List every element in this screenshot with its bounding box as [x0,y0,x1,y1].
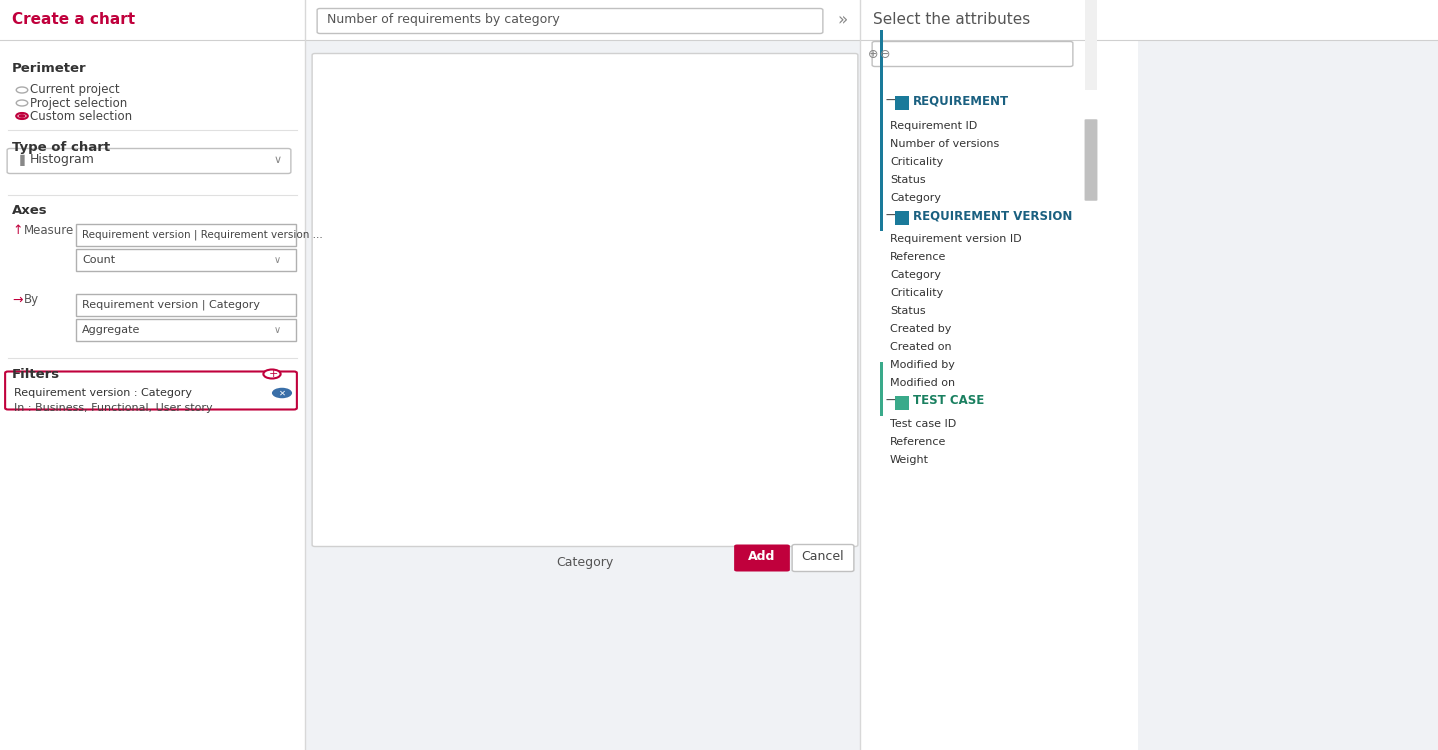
Text: Created by: Created by [890,324,952,334]
Text: By: By [24,293,39,307]
Text: Requirement version ID: Requirement version ID [890,234,1021,244]
Text: Created on: Created on [890,342,952,352]
Text: Weight: Weight [890,455,929,465]
Text: Number of requirements by category: Number of requirements by category [326,13,559,26]
Text: Axes: Axes [12,203,47,217]
Text: Custom selection: Custom selection [30,110,132,122]
Text: Histogram: Histogram [30,154,95,166]
Text: »: » [837,11,847,29]
Text: Requirement version | Category: Requirement version | Category [82,300,260,310]
Text: ✕: ✕ [279,388,286,398]
Text: ↑: ↑ [12,224,23,236]
Text: Criticality: Criticality [890,288,943,298]
Text: ∨: ∨ [275,325,280,335]
Text: −: − [884,93,897,107]
Text: −: − [884,393,897,407]
Text: Status: Status [890,306,926,316]
Text: REQUIREMENT VERSION: REQUIREMENT VERSION [913,209,1073,223]
Text: ⊕: ⊕ [869,49,879,62]
Text: Requirement version : Category: Requirement version : Category [14,388,193,398]
Text: Add: Add [748,550,775,563]
Text: Criticality: Criticality [890,157,943,167]
Text: −: − [884,208,897,222]
Text: ∨: ∨ [275,255,280,265]
Bar [375,412,453,530]
Text: Category: Category [890,193,940,203]
Text: Status: Status [890,175,926,185]
Text: Perimeter: Perimeter [12,62,86,74]
Y-axis label: Requirement version ID: Requirement version ID [321,261,334,409]
Text: 2: 2 [410,422,418,436]
Title: Number of requirements by category: Number of requirements by category [426,111,745,126]
Text: Current project: Current project [30,83,119,97]
Text: Type of chart: Type of chart [12,142,111,154]
Text: Count: Count [82,255,115,265]
Text: ⊖: ⊖ [880,49,890,62]
Text: Modified by: Modified by [890,360,955,370]
Text: Measure: Measure [24,224,75,236]
Text: REQUIREMENT: REQUIREMENT [913,94,1009,107]
Bar [718,412,794,530]
Text: Category: Category [890,270,940,280]
Text: Reference: Reference [890,437,946,447]
Text: →: → [12,293,23,307]
Text: Number of versions: Number of versions [890,139,999,149]
Text: ∨: ∨ [275,155,282,165]
Text: Create a chart: Create a chart [12,13,135,28]
X-axis label: Category: Category [557,556,614,569]
Text: Select the attributes: Select the attributes [873,13,1030,28]
Text: Requirement version | Requirement version ...: Requirement version | Requirement versio… [82,230,322,240]
Text: Cancel: Cancel [802,550,844,563]
Text: 2: 2 [752,422,759,436]
Text: Reference: Reference [890,252,946,262]
Text: Test case ID: Test case ID [890,419,956,429]
Text: Filters: Filters [12,368,60,380]
Text: +: + [269,369,279,379]
Bar [546,176,624,530]
Text: Modified on: Modified on [890,378,955,388]
Text: Aggregate: Aggregate [82,325,141,335]
Text: Requirement ID: Requirement ID [890,121,978,131]
Text: Project selection: Project selection [30,97,127,109]
Text: 6: 6 [581,186,590,199]
Text: ▐: ▐ [16,154,24,166]
Text: In : Business, Functional, User story: In : Business, Functional, User story [14,403,213,413]
Text: TEST CASE: TEST CASE [913,394,984,407]
